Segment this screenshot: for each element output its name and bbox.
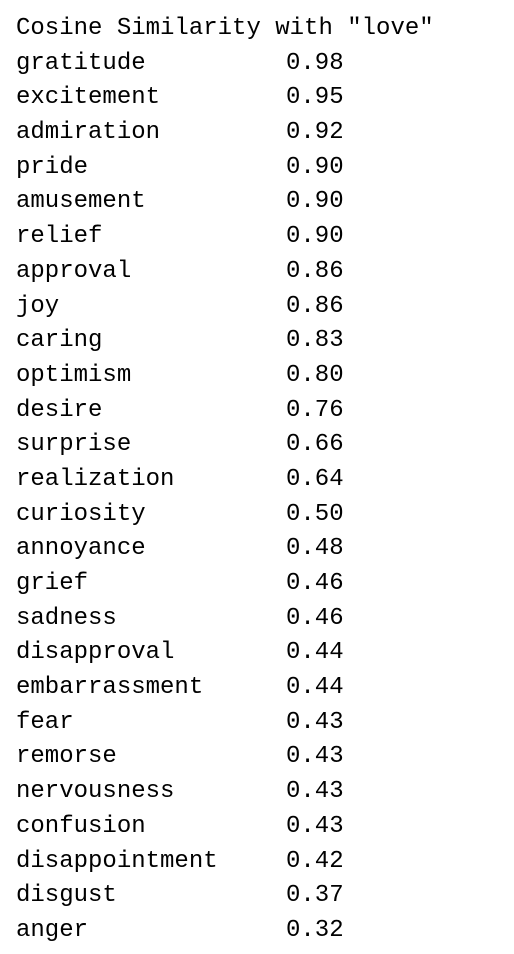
emotion-word: amusement: [16, 188, 146, 216]
emotion-word: optimism: [16, 361, 132, 389]
similarity-score: 0.44: [286, 639, 344, 667]
list-item: confusion 0.43: [16, 810, 514, 845]
emotion-word: curiosity: [16, 500, 146, 528]
list-item: disappointment 0.42: [16, 845, 514, 880]
emotion-word: sadness: [16, 604, 117, 632]
emotion-word: approval: [16, 257, 132, 285]
similarity-score: 0.32: [286, 916, 344, 944]
similarity-score: 0.90: [286, 153, 344, 181]
list-item: remorse 0.43: [16, 740, 514, 775]
list-item: optimism 0.80: [16, 359, 514, 394]
similarity-score: 0.43: [286, 708, 344, 736]
list-item: anger 0.32: [16, 914, 514, 949]
similarity-score: 0.37: [286, 882, 344, 910]
list-item: nervousness 0.43: [16, 775, 514, 810]
emotion-word: disappointment: [16, 847, 218, 875]
similarity-score: 0.42: [286, 847, 344, 875]
emotion-word: grief: [16, 570, 89, 597]
similarity-score: 0.80: [286, 361, 344, 389]
list-item: caring 0.83: [16, 324, 514, 359]
list-item: desire 0.76: [16, 394, 514, 429]
emotion-word: remorse: [16, 743, 117, 771]
similarity-score: 0.46: [286, 604, 344, 632]
similarity-score: 0.43: [286, 743, 344, 771]
list-item: surprise 0.66: [16, 428, 514, 463]
list-item: embarrassment 0.44: [16, 671, 514, 706]
list-item: grief 0.46: [16, 567, 514, 602]
list-item: approval 0.86: [16, 255, 514, 290]
similarity-score: 0.64: [286, 465, 344, 493]
emotion-word: embarrassment: [16, 674, 204, 702]
emotion-word: excitement: [16, 84, 161, 112]
similarity-score: 0.66: [286, 431, 344, 459]
similarity-score: 0.46: [286, 570, 344, 597]
list-item: annoyance 0.48: [16, 532, 514, 567]
similarity-score: 0.76: [286, 396, 344, 424]
output-title: Cosine Similarity with "love": [16, 15, 434, 42]
emotion-word: nervousness: [16, 778, 175, 806]
list-item: amusement 0.90: [16, 185, 514, 220]
similarity-score: 0.90: [286, 223, 344, 251]
emotion-word: desire: [16, 396, 103, 424]
emotion-word: disapproval: [16, 639, 175, 667]
similarity-score: 0.95: [286, 84, 344, 112]
similarity-score: 0.50: [286, 500, 344, 528]
emotion-word: admiration: [16, 119, 161, 147]
emotion-word: anger: [16, 916, 89, 944]
similarity-score: 0.98: [286, 49, 344, 77]
emotion-word: relief: [16, 223, 103, 251]
emotion-word: annoyance: [16, 535, 146, 563]
list-item: admiration 0.92: [16, 116, 514, 151]
emotion-word: pride: [16, 153, 89, 181]
emotion-word: confusion: [16, 812, 146, 840]
list-item: disgust 0.37: [16, 879, 514, 914]
similarity-score: 0.86: [286, 257, 344, 285]
list-item: disapproval 0.44: [16, 636, 514, 671]
similarity-score: 0.92: [286, 119, 344, 147]
similarity-score: 0.90: [286, 188, 344, 216]
emotion-word: fear: [16, 708, 74, 736]
list-item: relief 0.90: [16, 220, 514, 255]
list-item: curiosity 0.50: [16, 498, 514, 533]
list-item: gratitude 0.98: [16, 47, 514, 82]
list-item: pride 0.90: [16, 151, 514, 186]
list-item: joy 0.86: [16, 290, 514, 325]
emotion-word: caring: [16, 327, 103, 355]
list-item: fear 0.43: [16, 706, 514, 741]
similarity-score: 0.48: [286, 535, 344, 563]
emotion-word: joy: [16, 292, 60, 320]
similarity-list: gratitude 0.98 excitement 0.95 admiration 0…: [16, 47, 514, 949]
emotion-word: disgust: [16, 882, 117, 910]
similarity-score: 0.44: [286, 674, 344, 702]
similarity-score: 0.43: [286, 812, 344, 840]
similarity-score: 0.83: [286, 327, 344, 355]
list-item: sadness 0.46: [16, 602, 514, 637]
similarity-score: 0.43: [286, 778, 344, 806]
emotion-word: realization: [16, 465, 175, 493]
list-item: excitement 0.95: [16, 81, 514, 116]
emotion-word: surprise: [16, 431, 132, 459]
similarity-score: 0.86: [286, 292, 344, 320]
emotion-word: gratitude: [16, 49, 146, 77]
list-item: realization 0.64: [16, 463, 514, 498]
